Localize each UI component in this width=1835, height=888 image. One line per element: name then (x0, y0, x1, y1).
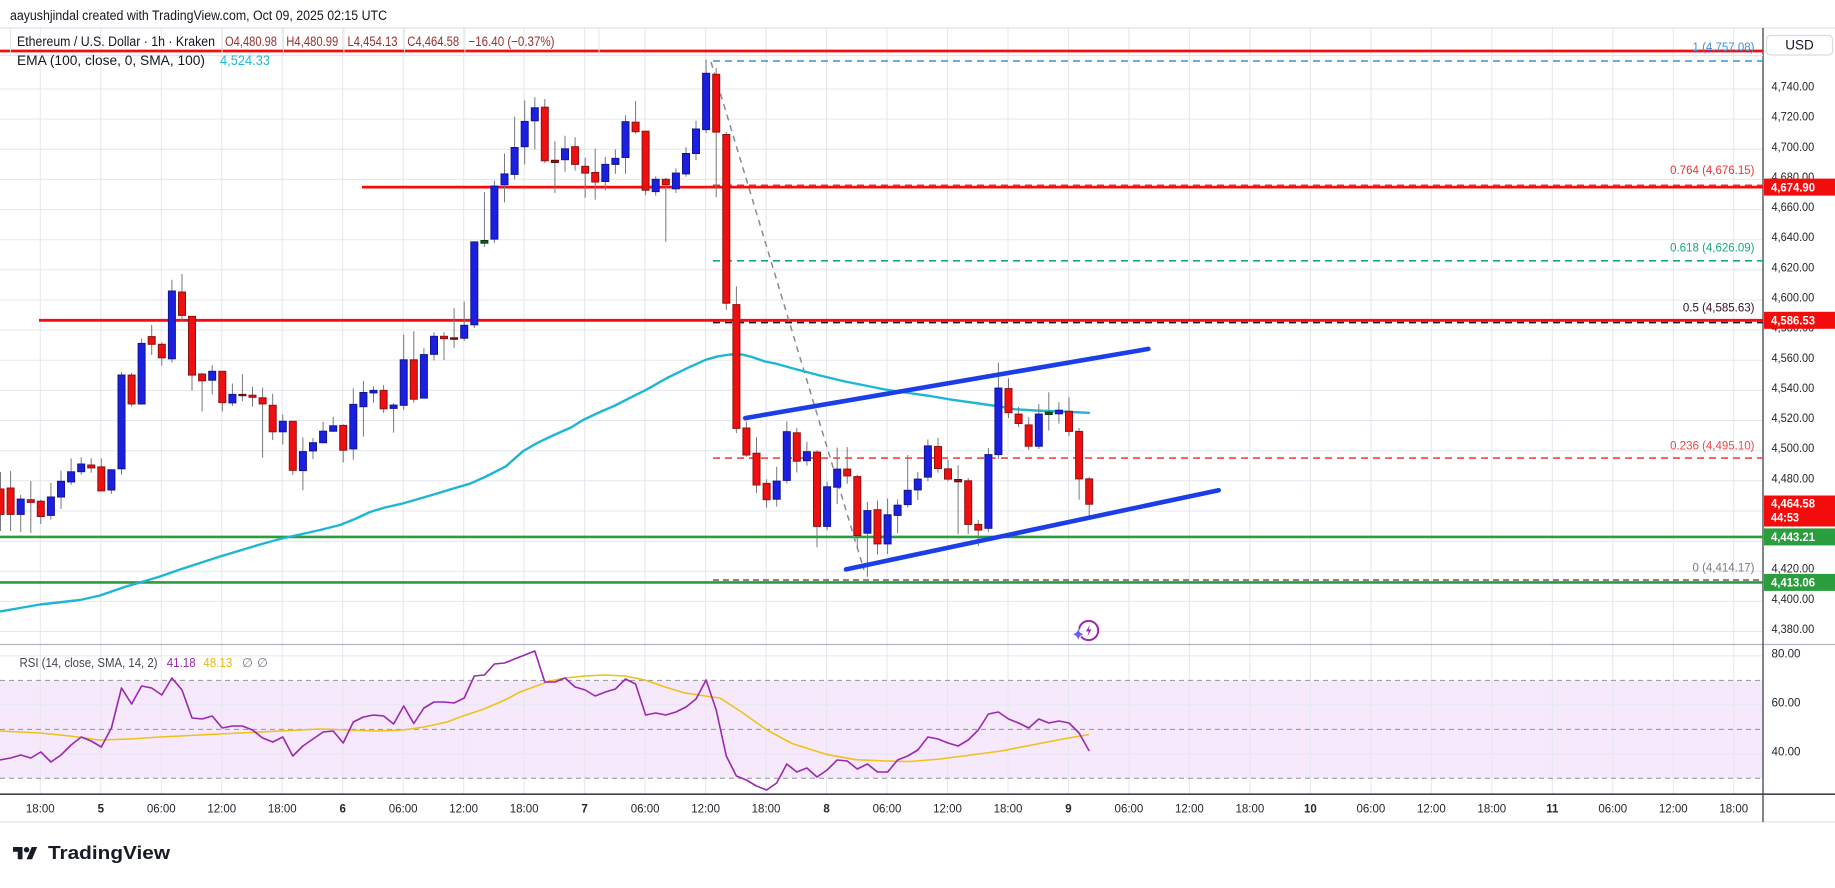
svg-text:12:00: 12:00 (691, 803, 720, 815)
svg-text:18:00: 18:00 (1236, 803, 1265, 815)
svg-text:11: 11 (1546, 803, 1559, 815)
svg-text:60.00: 60.00 (1772, 695, 1801, 709)
svg-text:0.618 (4,626.09): 0.618 (4,626.09) (1670, 243, 1755, 255)
svg-text:0.764 (4,676.15): 0.764 (4,676.15) (1670, 165, 1755, 177)
svg-text:∅: ∅ (242, 656, 253, 670)
svg-text:4,464.58: 4,464.58 (1771, 497, 1815, 511)
svg-text:4,674.90: 4,674.90 (1771, 180, 1815, 194)
svg-text:48.13: 48.13 (203, 656, 232, 670)
svg-text:4,640.00: 4,640.00 (1772, 230, 1815, 244)
svg-text:C4,464.58: C4,464.58 (407, 34, 459, 49)
svg-text:4,660.00: 4,660.00 (1772, 200, 1815, 214)
svg-text:L4,454.13: L4,454.13 (348, 34, 398, 49)
svg-text:4,720.00: 4,720.00 (1772, 110, 1815, 124)
svg-text:12:00: 12:00 (1417, 803, 1446, 815)
svg-text:18:00: 18:00 (268, 803, 297, 815)
svg-text:18:00: 18:00 (26, 803, 55, 815)
svg-text:RSI (14, close, SMA, 14, 2): RSI (14, close, SMA, 14, 2) (20, 656, 158, 670)
svg-text:7: 7 (581, 803, 587, 815)
svg-text:4,700.00: 4,700.00 (1772, 140, 1815, 154)
svg-text:∅: ∅ (257, 656, 268, 670)
svg-text:06:00: 06:00 (873, 803, 902, 815)
svg-text:06:00: 06:00 (389, 803, 418, 815)
svg-text:4,413.06: 4,413.06 (1771, 576, 1815, 590)
svg-text:4,443.21: 4,443.21 (1771, 530, 1815, 544)
svg-text:aayushjindal created with Trad: aayushjindal created with TradingView.co… (10, 8, 387, 23)
svg-text:TradingView: TradingView (48, 842, 171, 863)
svg-text:4,740.00: 4,740.00 (1772, 80, 1815, 94)
svg-text:4,400.00: 4,400.00 (1772, 592, 1815, 606)
svg-text:41.18: 41.18 (167, 656, 196, 670)
svg-text:12:00: 12:00 (1659, 803, 1688, 815)
svg-text:18:00: 18:00 (752, 803, 781, 815)
svg-text:−16.40 (−0.37%): −16.40 (−0.37%) (469, 34, 555, 49)
svg-text:12:00: 12:00 (1175, 803, 1204, 815)
svg-text:USD: USD (1785, 38, 1814, 53)
svg-text:12:00: 12:00 (933, 803, 962, 815)
svg-text:8: 8 (823, 803, 830, 815)
svg-text:4,560.00: 4,560.00 (1772, 351, 1815, 365)
svg-text:06:00: 06:00 (1115, 803, 1144, 815)
svg-text:06:00: 06:00 (1598, 803, 1627, 815)
svg-text:4,500.00: 4,500.00 (1772, 441, 1815, 455)
svg-text:12:00: 12:00 (207, 803, 236, 815)
svg-text:06:00: 06:00 (631, 803, 660, 815)
svg-text:4,540.00: 4,540.00 (1772, 381, 1815, 395)
svg-text:H4,480.99: H4,480.99 (286, 34, 338, 49)
svg-text:80.00: 80.00 (1772, 646, 1801, 660)
svg-text:Ethereum / U.S. Dollar · 1h ·: Ethereum / U.S. Dollar · 1h · Kraken (17, 34, 215, 49)
svg-text:9: 9 (1065, 803, 1071, 815)
svg-text:06:00: 06:00 (147, 803, 176, 815)
svg-text:12:00: 12:00 (449, 803, 478, 815)
svg-text:10: 10 (1304, 803, 1317, 815)
svg-text:06:00: 06:00 (1356, 803, 1385, 815)
svg-text:4,380.00: 4,380.00 (1772, 622, 1815, 636)
svg-text:EMA (100, close, 0, SMA, 100): EMA (100, close, 0, SMA, 100) (17, 53, 205, 68)
svg-text:18:00: 18:00 (1719, 803, 1748, 815)
svg-text:O4,480.98: O4,480.98 (225, 34, 277, 49)
svg-text:4,600.00: 4,600.00 (1772, 290, 1815, 304)
svg-text:18:00: 18:00 (510, 803, 539, 815)
svg-text:4,524.33: 4,524.33 (220, 53, 270, 68)
svg-text:4,520.00: 4,520.00 (1772, 411, 1815, 425)
svg-text:1 (4,757.08): 1 (4,757.08) (1692, 42, 1754, 54)
svg-text:4,620.00: 4,620.00 (1772, 260, 1815, 274)
svg-text:5: 5 (98, 803, 105, 815)
svg-text:4,420.00: 4,420.00 (1772, 562, 1815, 576)
svg-text:18:00: 18:00 (994, 803, 1023, 815)
svg-text:0.5 (4,585.63): 0.5 (4,585.63) (1683, 302, 1755, 314)
svg-text:0.236 (4,495.10): 0.236 (4,495.10) (1670, 441, 1755, 453)
svg-text:44:53: 44:53 (1771, 511, 1799, 525)
svg-text:0 (4,414.17): 0 (4,414.17) (1692, 563, 1754, 575)
svg-text:6: 6 (339, 803, 345, 815)
svg-text:40.00: 40.00 (1772, 744, 1801, 758)
svg-text:4,480.00: 4,480.00 (1772, 471, 1815, 485)
svg-text:18:00: 18:00 (1477, 803, 1506, 815)
svg-text:4,586.53: 4,586.53 (1771, 314, 1815, 328)
